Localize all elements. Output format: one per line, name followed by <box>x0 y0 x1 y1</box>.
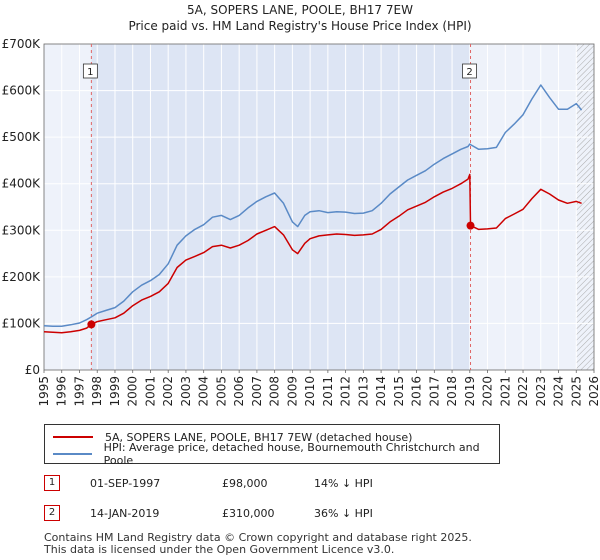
x-tick-label: 1997 <box>72 376 86 407</box>
x-tick-label: 1995 <box>37 376 51 407</box>
x-tick-label: 2007 <box>250 376 264 407</box>
legend-item-hpi: HPI: Average price, detached house, Bour… <box>53 441 499 467</box>
x-tick-label: 2008 <box>268 376 282 407</box>
x-tick-label: 2001 <box>143 376 157 407</box>
y-tick-label: £300K <box>2 223 42 237</box>
x-tick-label: 2023 <box>534 376 548 407</box>
sale-point <box>87 320 96 329</box>
y-tick-label: £500K <box>2 130 42 144</box>
x-tick-label: 1996 <box>55 376 69 407</box>
sale-delta: 14% ↓ HPI <box>314 477 373 490</box>
legend-swatch-red <box>53 436 93 438</box>
y-tick-label: £0 <box>25 363 40 377</box>
x-tick-label: 2018 <box>445 376 459 407</box>
footer-copyright: Contains HM Land Registry data © Crown c… <box>44 531 472 544</box>
sale-label-box <box>462 63 477 79</box>
y-tick-label: £600K <box>2 84 42 98</box>
x-tick-label: 2014 <box>374 376 388 407</box>
forecast-region <box>576 44 594 370</box>
x-tick-label: 2006 <box>232 376 246 407</box>
chart: 5A, SOPERS LANE, POOLE, BH17 7EW Price pa… <box>2 3 600 407</box>
x-tick-label: 2003 <box>179 376 193 407</box>
x-tick-label: 2011 <box>321 376 335 407</box>
x-tick-label: 2002 <box>161 376 175 407</box>
x-tick-label: 2026 <box>587 376 600 407</box>
plot-frame <box>43 43 595 371</box>
sale-date: 01-SEP-1997 <box>90 477 161 490</box>
chart-title: 5A, SOPERS LANE, POOLE, BH17 7EW <box>187 3 413 17</box>
x-tick-label: 2010 <box>303 376 317 407</box>
x-tick-label: 2021 <box>498 376 512 407</box>
sale-price: £98,000 <box>222 477 268 490</box>
x-tick-label: 2017 <box>427 376 441 407</box>
x-tick-label: 1999 <box>108 376 122 407</box>
y-tick-label: £200K <box>2 270 42 284</box>
footer-licence: This data is licensed under the Open Gov… <box>44 543 395 556</box>
sale-label: 2 <box>466 67 472 78</box>
y-tick-label: £100K <box>2 316 42 330</box>
x-tick-label: 2016 <box>410 376 424 407</box>
legend-label-property: 5A, SOPERS LANE, POOLE, BH17 7EW (detach… <box>105 430 413 444</box>
x-tick-label: 2022 <box>516 376 530 407</box>
series-line <box>43 173 582 334</box>
sale-region-band <box>91 44 471 370</box>
x-tick-label: 2004 <box>197 376 211 407</box>
sale-label-box <box>82 63 98 79</box>
chart-subtitle: Price paid vs. HM Land Registry's House … <box>128 19 471 33</box>
legend-label-hpi: HPI: Average price, detached house, Bour… <box>103 441 480 467</box>
sale-badge: 1 <box>44 475 60 491</box>
x-tick-label: 2000 <box>126 376 140 407</box>
x-tick-label: 1998 <box>90 376 104 407</box>
legend-item-property: 5A, SOPERS LANE, POOLE, BH17 7EW (detach… <box>53 429 412 445</box>
sale-label: 1 <box>87 67 93 78</box>
x-tick-label: 2013 <box>356 376 370 407</box>
x-tick-label: 2019 <box>463 376 477 407</box>
x-tick-label: 2020 <box>481 376 495 407</box>
x-tick-label: 2015 <box>392 376 406 407</box>
x-tick-label: 2025 <box>569 376 583 407</box>
sale-price: £310,000 <box>222 507 275 520</box>
y-tick-label: £400K <box>2 177 42 191</box>
x-tick-label: 2012 <box>339 376 353 407</box>
series-line <box>43 84 583 327</box>
sale-delta: 36% ↓ HPI <box>314 507 373 520</box>
x-tick-label: 2005 <box>214 376 228 407</box>
x-tick-label: 2024 <box>552 376 566 407</box>
legend: 5A, SOPERS LANE, POOLE, BH17 7EW (detach… <box>44 424 500 467</box>
sale-point <box>466 221 475 230</box>
y-tick-label: £700K <box>2 37 42 51</box>
legend-swatch-blue <box>53 453 92 455</box>
sale-date: 14-JAN-2019 <box>90 507 160 520</box>
sale-badge: 2 <box>44 505 60 521</box>
x-tick-label: 2009 <box>285 376 299 407</box>
